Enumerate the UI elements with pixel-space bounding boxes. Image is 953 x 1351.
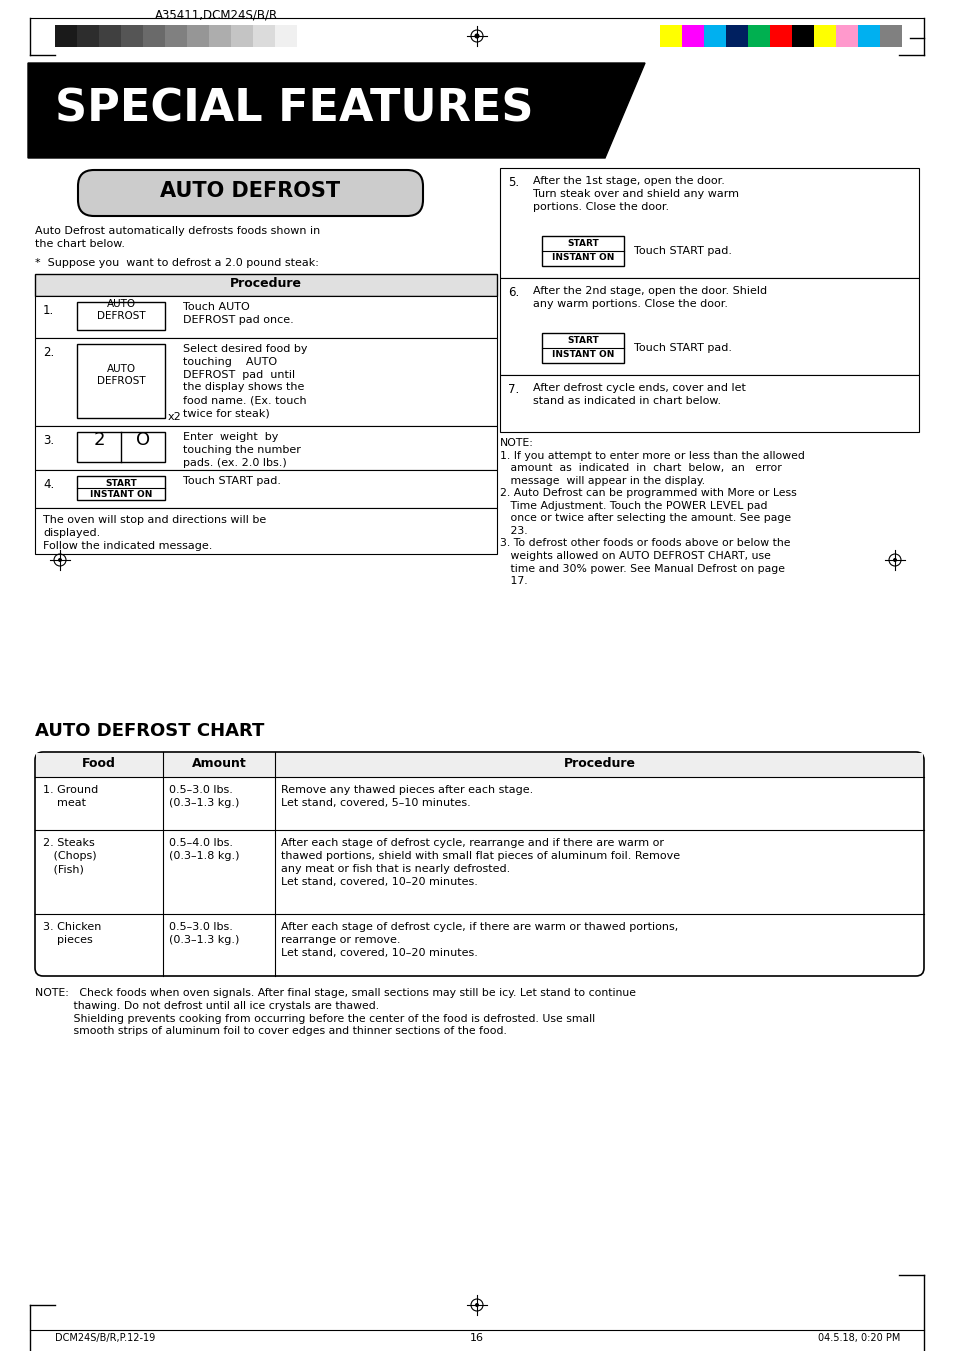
Bar xyxy=(274,26,296,47)
Text: Remove any thawed pieces after each stage.
Let stand, covered, 5–10 minutes.: Remove any thawed pieces after each stag… xyxy=(281,785,533,808)
Bar xyxy=(541,332,623,363)
Text: 7.: 7. xyxy=(507,382,518,396)
Text: 4.: 4. xyxy=(43,478,54,490)
Bar xyxy=(165,26,187,47)
Bar xyxy=(813,26,835,47)
Text: *  Suppose you  want to defrost a 2.0 pound steak:: * Suppose you want to defrost a 2.0 poun… xyxy=(35,258,318,267)
Bar xyxy=(499,278,918,376)
Bar xyxy=(681,26,703,47)
Text: INSTANT ON: INSTANT ON xyxy=(90,490,152,499)
Bar xyxy=(499,168,918,278)
Bar xyxy=(857,26,879,47)
Bar xyxy=(77,303,165,330)
Text: After defrost cycle ends, cover and let
stand as indicated in chart below.: After defrost cycle ends, cover and let … xyxy=(533,382,745,407)
Bar xyxy=(499,376,918,432)
Text: START: START xyxy=(566,336,598,345)
Text: Touch AUTO
DEFROST pad once.: Touch AUTO DEFROST pad once. xyxy=(183,303,294,324)
Text: 1. Ground
    meat: 1. Ground meat xyxy=(43,785,98,808)
Text: START: START xyxy=(566,239,598,249)
Bar xyxy=(77,476,165,500)
Text: 5.: 5. xyxy=(507,176,518,189)
Text: Auto Defrost automatically defrosts foods shown in
the chart below.: Auto Defrost automatically defrosts food… xyxy=(35,226,320,249)
Bar xyxy=(879,26,901,47)
Text: SPECIAL FEATURES: SPECIAL FEATURES xyxy=(55,88,533,131)
Text: 3. Chicken
    pieces: 3. Chicken pieces xyxy=(43,921,101,946)
Bar xyxy=(725,26,747,47)
Bar xyxy=(77,26,99,47)
Text: 1.: 1. xyxy=(43,304,54,317)
Text: Procedure: Procedure xyxy=(230,277,302,290)
Bar xyxy=(835,26,857,47)
Text: 2: 2 xyxy=(93,431,105,449)
Bar xyxy=(143,26,165,47)
Bar xyxy=(121,26,143,47)
Polygon shape xyxy=(28,63,644,158)
Text: The oven will stop and directions will be
displayed.
Follow the indicated messag: The oven will stop and directions will b… xyxy=(43,515,266,551)
Text: 0.5–3.0 lbs.
(0.3–1.3 kg.): 0.5–3.0 lbs. (0.3–1.3 kg.) xyxy=(169,921,239,946)
Text: Food: Food xyxy=(82,757,116,770)
Text: AUTO DEFROST CHART: AUTO DEFROST CHART xyxy=(35,721,264,740)
Circle shape xyxy=(475,1302,478,1306)
Text: After each stage of defrost cycle, rearrange and if there are warm or
thawed por: After each stage of defrost cycle, rearr… xyxy=(281,838,679,888)
Bar xyxy=(659,26,681,47)
Bar xyxy=(791,26,813,47)
Text: 3.: 3. xyxy=(43,434,54,447)
Text: Amount: Amount xyxy=(192,757,246,770)
Bar xyxy=(703,26,725,47)
Text: AUTO DEFROST: AUTO DEFROST xyxy=(160,181,340,201)
Bar xyxy=(77,345,165,417)
Bar xyxy=(36,753,923,777)
Text: After each stage of defrost cycle, if there are warm or thawed portions,
rearran: After each stage of defrost cycle, if th… xyxy=(281,921,678,958)
Bar xyxy=(231,26,253,47)
Text: 2. Steaks
   (Chops)
   (Fish): 2. Steaks (Chops) (Fish) xyxy=(43,838,96,874)
Bar xyxy=(541,236,623,266)
Bar xyxy=(35,338,497,426)
Text: AUTO
DEFROST: AUTO DEFROST xyxy=(96,363,145,386)
Circle shape xyxy=(475,34,478,38)
Bar xyxy=(35,426,497,470)
Bar xyxy=(253,26,274,47)
Text: x2: x2 xyxy=(168,412,182,422)
Bar xyxy=(35,274,497,296)
Text: START: START xyxy=(105,480,136,488)
Bar xyxy=(769,26,791,47)
Text: Select desired food by
touching    AUTO
DEFROST  pad  until
the display shows th: Select desired food by touching AUTO DEF… xyxy=(183,345,307,417)
FancyBboxPatch shape xyxy=(35,753,923,975)
Text: Touch START pad.: Touch START pad. xyxy=(634,246,731,255)
Text: 0.5–3.0 lbs.
(0.3–1.3 kg.): 0.5–3.0 lbs. (0.3–1.3 kg.) xyxy=(169,785,239,808)
Text: Touch START pad.: Touch START pad. xyxy=(183,476,281,486)
Bar xyxy=(35,296,497,338)
Text: INSTANT ON: INSTANT ON xyxy=(551,253,614,262)
Bar xyxy=(187,26,209,47)
Circle shape xyxy=(892,558,896,562)
Bar xyxy=(209,26,231,47)
Text: AUTO
DEFROST: AUTO DEFROST xyxy=(96,299,145,322)
Bar xyxy=(35,508,497,554)
Bar xyxy=(747,26,769,47)
FancyBboxPatch shape xyxy=(78,170,422,216)
Text: Enter  weight  by
touching the number
pads. (ex. 2.0 lbs.): Enter weight by touching the number pads… xyxy=(183,432,300,467)
Text: O: O xyxy=(135,431,150,449)
Text: After the 2nd stage, open the door. Shield
any warm portions. Close the door.: After the 2nd stage, open the door. Shie… xyxy=(533,286,766,309)
Circle shape xyxy=(58,558,62,562)
Text: 6.: 6. xyxy=(507,286,518,299)
Text: 16: 16 xyxy=(470,1333,483,1343)
Text: 2.: 2. xyxy=(43,346,54,359)
Text: After the 1st stage, open the door.
Turn steak over and shield any warm
portions: After the 1st stage, open the door. Turn… xyxy=(533,176,739,212)
Text: 04.5.18, 0:20 PM: 04.5.18, 0:20 PM xyxy=(817,1333,899,1343)
Text: NOTE:   Check foods when oven signals. After final stage, small sections may sti: NOTE: Check foods when oven signals. Aft… xyxy=(35,988,636,1036)
Text: NOTE:
1. If you attempt to enter more or less than the allowed
   amount  as  in: NOTE: 1. If you attempt to enter more or… xyxy=(499,438,804,586)
Text: 0.5–4.0 lbs.
(0.3–1.8 kg.): 0.5–4.0 lbs. (0.3–1.8 kg.) xyxy=(169,838,239,861)
Bar xyxy=(99,26,121,47)
Text: DCM24S/B/R,P.12-19: DCM24S/B/R,P.12-19 xyxy=(55,1333,155,1343)
Text: Touch START pad.: Touch START pad. xyxy=(634,343,731,353)
Text: INSTANT ON: INSTANT ON xyxy=(551,350,614,359)
Text: Procedure: Procedure xyxy=(563,757,635,770)
Text: A35411,DCM24S/B/R: A35411,DCM24S/B/R xyxy=(154,8,278,22)
Bar xyxy=(77,432,165,462)
Bar xyxy=(55,26,77,47)
Bar xyxy=(35,470,497,508)
